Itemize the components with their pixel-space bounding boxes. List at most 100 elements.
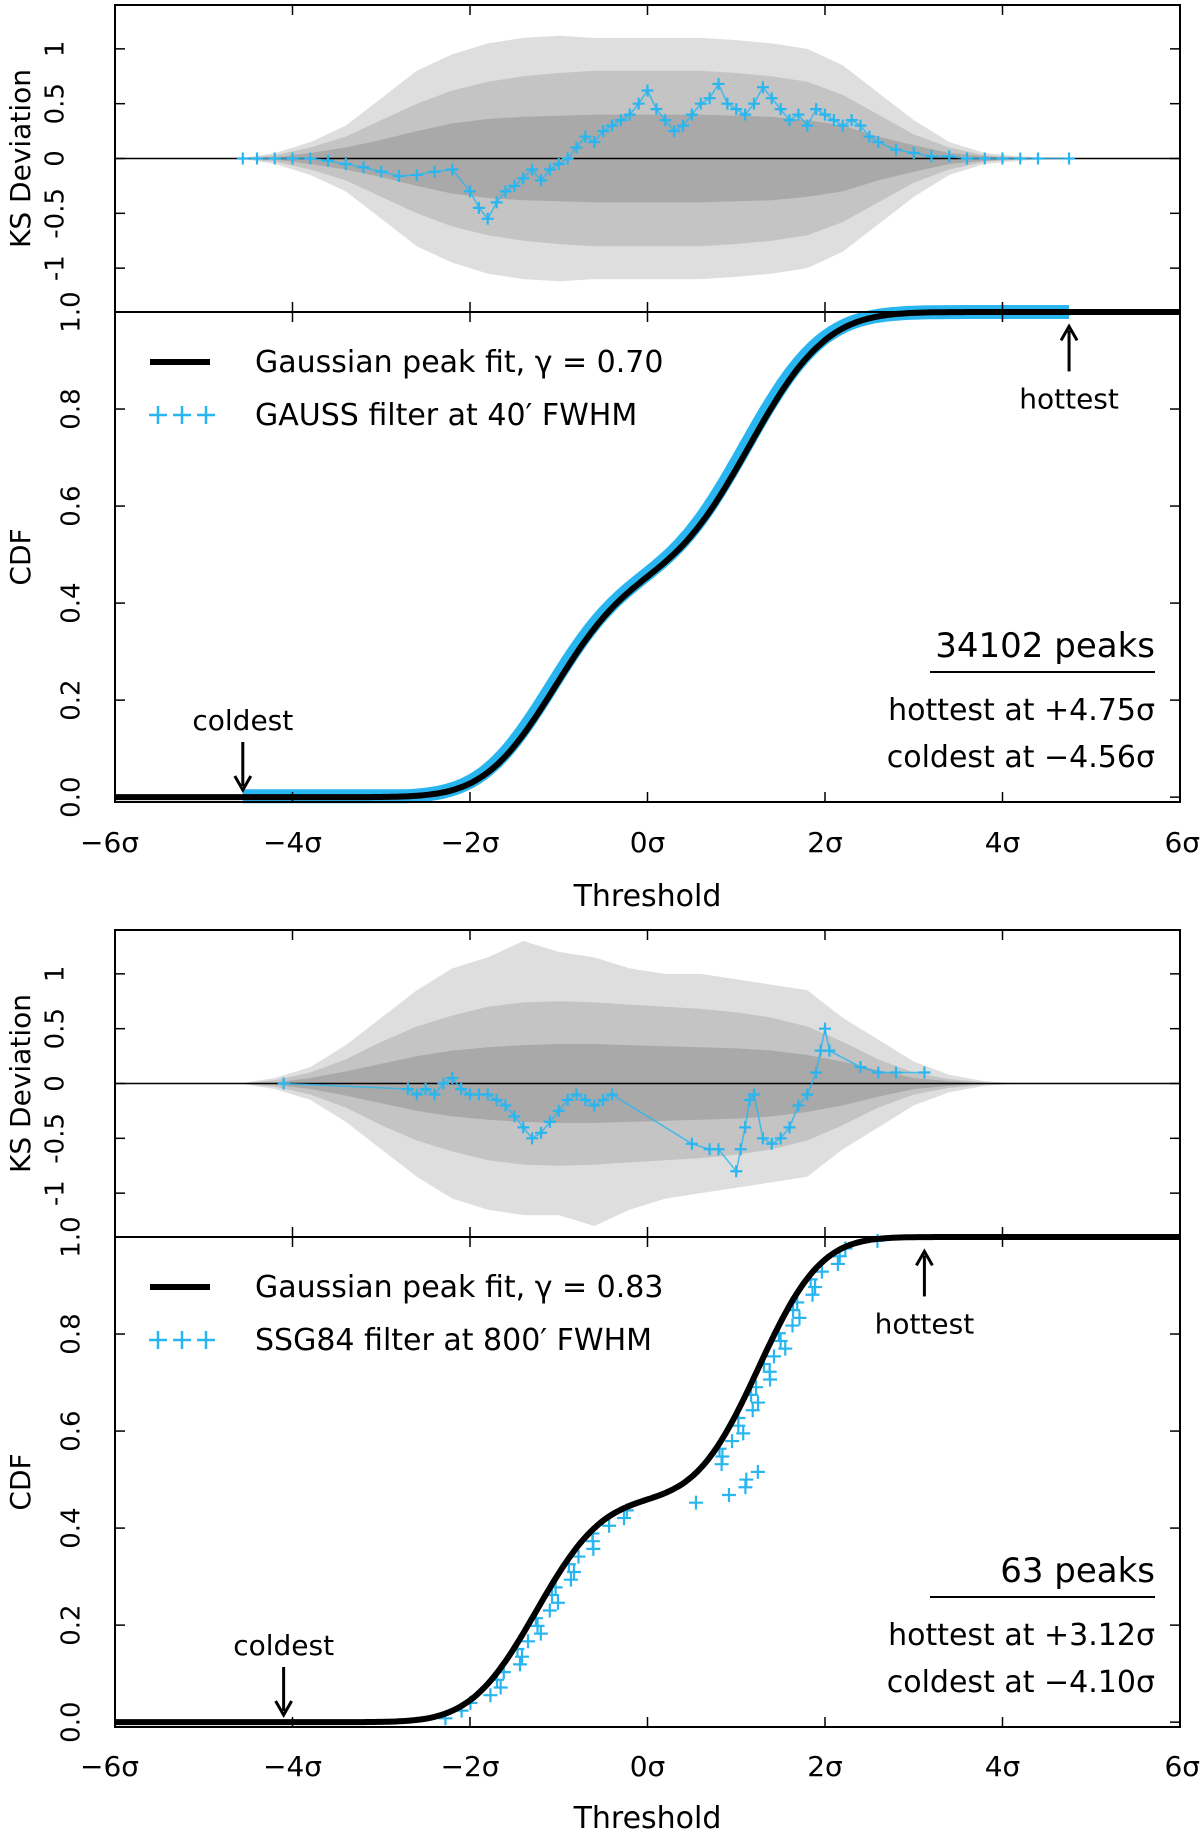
- x-tick-label: −4σ: [263, 826, 322, 859]
- ks-data-point: [1032, 152, 1044, 165]
- legend-data-label: GAUSS filter at 40′ FWHM: [255, 398, 637, 433]
- cdf-ytick-label: 1.0: [57, 291, 87, 332]
- cdf-data-point: [745, 1403, 760, 1418]
- hottest-arrow-head: [915, 1248, 934, 1267]
- ks-data-point: [543, 163, 556, 176]
- ks-data-point: [561, 1093, 574, 1106]
- ks-data-point: [526, 1132, 539, 1145]
- ks-data-point: [401, 1082, 414, 1095]
- ks-data-point: [561, 152, 574, 165]
- cdf-ytick-label: 0.2: [57, 1604, 87, 1645]
- ks-data-point: [606, 119, 618, 132]
- ks-data-point: [712, 77, 725, 90]
- ks-data-point: [712, 1143, 725, 1156]
- ks-data-point: [748, 1088, 760, 1101]
- cdf-data-point: [515, 1649, 530, 1664]
- ks-data-point: [872, 1066, 885, 1079]
- ks-data-point: [472, 201, 485, 214]
- ks-data-point: [251, 152, 263, 165]
- ks-data-point: [756, 1132, 769, 1145]
- legend-data-swatch: [197, 406, 215, 424]
- ks-data-point: [579, 1093, 592, 1106]
- chart-panel-top: -1 -0.5 0 0.5 1KS Deviation 0.0 0.2 0.4 0.6 0.8 1.…: [4, 4, 1200, 914]
- x-tick-label: −6σ: [80, 826, 139, 859]
- cdf-data-point: [792, 1310, 807, 1325]
- cdf-data-point: [725, 1434, 740, 1449]
- ks-data-point: [872, 136, 885, 149]
- legend-data-swatch: [197, 1331, 215, 1349]
- ks-ytick-label: 0.5: [41, 83, 71, 124]
- ks-data-point: [588, 136, 601, 149]
- ks-data-point: [836, 119, 849, 132]
- ks-data-point: [437, 1077, 450, 1090]
- hottest-info: hottest at +4.75σ: [888, 693, 1155, 728]
- ks-data-point: [845, 114, 858, 127]
- ks-data-point: [579, 130, 592, 143]
- x-tick-label: 4σ: [985, 826, 1021, 859]
- ks-data-point: [730, 1165, 743, 1178]
- cdf-data-point: [739, 1472, 754, 1487]
- cdf-data-point: [778, 1341, 793, 1356]
- ks-data-point: [499, 185, 512, 198]
- cdf-data-point: [814, 1264, 829, 1279]
- ks-ytick-label: 1: [41, 41, 71, 58]
- cdf-data-point: [483, 1688, 498, 1703]
- ks-data-point: [481, 212, 494, 225]
- ks-data-point: [918, 1066, 931, 1079]
- cdf-data-point: [567, 1564, 582, 1579]
- ks-data-point: [756, 81, 769, 94]
- ks-data-point: [943, 150, 956, 163]
- ks-data-point: [783, 1121, 796, 1134]
- coldest-info: coldest at −4.56σ: [887, 740, 1155, 775]
- ks-data-point: [508, 1110, 521, 1123]
- ks-ytick-label: 0.5: [41, 1008, 71, 1049]
- ks-data-point: [490, 1093, 503, 1106]
- ks-data-point: [277, 1077, 290, 1090]
- ks-ytick-label: -0.5: [41, 1113, 71, 1164]
- cdf-ytick-label: 0.0: [57, 776, 87, 817]
- cdf-data-point: [602, 1518, 617, 1533]
- ks-data-point: [428, 1088, 441, 1101]
- ks-data-point: [597, 125, 610, 138]
- ks-data-point: [517, 1121, 530, 1134]
- ks-data-point: [526, 163, 539, 176]
- ks-data-point: [481, 1088, 494, 1101]
- cdf-ylabel: CDF: [4, 1453, 37, 1510]
- ks-data-point: [765, 1137, 778, 1150]
- cdf-data-point: [751, 1395, 766, 1410]
- cdf-data-point: [830, 1256, 845, 1271]
- coldest-label: coldest: [192, 704, 293, 737]
- ks-data-point: [823, 1044, 836, 1057]
- cdf-data-point: [513, 1657, 528, 1672]
- ks-data-point: [819, 1022, 831, 1035]
- ks-ytick-label: -1: [41, 255, 71, 281]
- ks-data-point: [734, 1143, 747, 1156]
- x-tick-label: 6σ: [1164, 1750, 1200, 1783]
- cdf-data-point: [542, 1603, 557, 1618]
- ks-data-point: [570, 1088, 583, 1101]
- ks-data-point: [641, 84, 654, 97]
- ks-data-point: [517, 172, 530, 185]
- ks-data-point: [730, 103, 743, 116]
- cdf-ytick-label: 0.0: [57, 1701, 87, 1742]
- x-tick-label: 2σ: [807, 826, 843, 859]
- ks-data-point: [588, 1099, 601, 1112]
- ks-data-point: [810, 1066, 823, 1079]
- cdf-data-point: [493, 1680, 508, 1695]
- ks-data-point: [685, 108, 698, 121]
- ks-data-point: [801, 119, 814, 132]
- coldest-info: coldest at −4.10σ: [887, 1665, 1155, 1700]
- ks-data-point: [650, 103, 663, 116]
- ks-ytick-label: 0: [41, 1075, 71, 1092]
- ks-data-point: [659, 114, 672, 127]
- ks-data-point: [978, 152, 991, 165]
- cdf-data-point: [616, 1511, 631, 1526]
- ks-data-point: [304, 152, 317, 165]
- x-tick-label: 6σ: [1164, 826, 1200, 859]
- ks-data-point: [890, 1066, 902, 1079]
- cdf-ytick-label: 0.8: [57, 388, 87, 429]
- ks-data-point: [543, 1115, 556, 1128]
- ks-data-point: [623, 108, 636, 121]
- ks-data-point: [739, 108, 752, 121]
